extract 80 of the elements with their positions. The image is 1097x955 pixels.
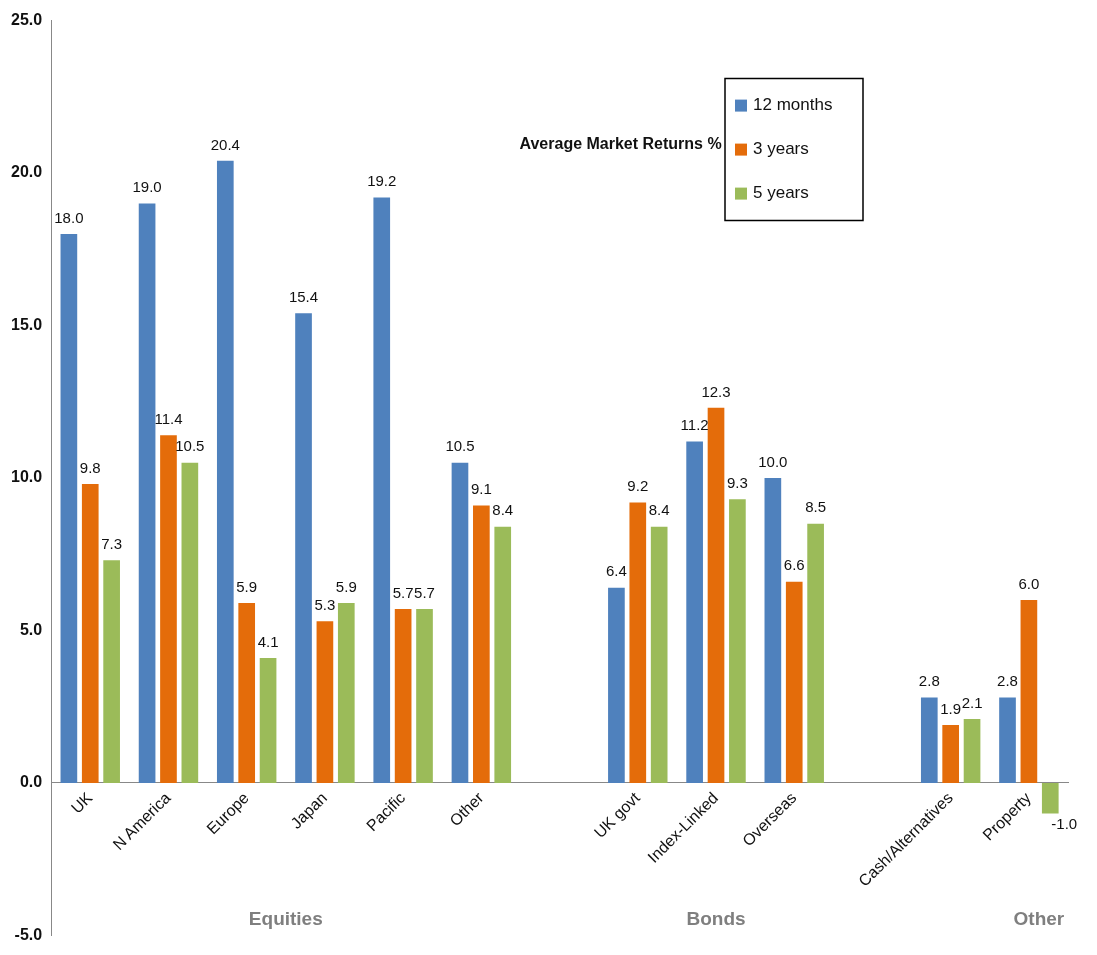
legend-label: 3 years bbox=[753, 139, 809, 159]
bar bbox=[963, 718, 981, 783]
bar bbox=[999, 697, 1016, 783]
data-label: 19.2 bbox=[367, 172, 397, 190]
data-label: 8.4 bbox=[492, 501, 514, 519]
data-label: 6.0 bbox=[1018, 574, 1040, 592]
bar bbox=[764, 478, 782, 783]
data-label: 5.9 bbox=[236, 577, 258, 595]
annotation: Bonds bbox=[686, 908, 746, 930]
data-label: 6.6 bbox=[783, 556, 805, 574]
bar bbox=[473, 505, 490, 783]
bar bbox=[650, 526, 668, 783]
y-tick-label: 20.0 bbox=[11, 163, 43, 181]
data-label: 11.4 bbox=[154, 409, 183, 427]
legend-label: 12 months bbox=[753, 95, 833, 115]
data-label: 2.1 bbox=[961, 693, 983, 711]
x-tick-label: UK bbox=[67, 788, 96, 817]
bar bbox=[181, 462, 199, 783]
bar bbox=[942, 725, 960, 783]
data-label: 10.0 bbox=[758, 452, 788, 470]
bar bbox=[60, 234, 78, 783]
bar bbox=[81, 484, 99, 783]
bar bbox=[494, 526, 512, 783]
bar bbox=[394, 609, 412, 783]
data-label: 20.4 bbox=[210, 135, 240, 153]
bar bbox=[337, 603, 355, 783]
data-label: 5.9 bbox=[335, 577, 357, 595]
bar bbox=[608, 587, 625, 783]
bar bbox=[785, 581, 803, 783]
data-label: 5.7 bbox=[414, 583, 435, 601]
bar bbox=[1041, 782, 1059, 814]
data-label: 6.4 bbox=[605, 562, 627, 580]
y-tick-label: 15.0 bbox=[11, 315, 43, 333]
data-label: 8.4 bbox=[648, 501, 670, 519]
bar bbox=[373, 197, 391, 783]
data-label: 9.1 bbox=[470, 480, 492, 498]
annotation: Equities bbox=[248, 908, 323, 930]
data-label: 1.9 bbox=[940, 699, 962, 717]
data-label: 18.0 bbox=[54, 208, 84, 226]
data-label: 8.5 bbox=[805, 498, 827, 516]
data-label: 9.2 bbox=[627, 477, 649, 495]
bar bbox=[295, 313, 312, 783]
y-tick-label: 5.0 bbox=[19, 620, 43, 638]
data-label: 11.2 bbox=[680, 416, 709, 434]
data-label: 2.8 bbox=[918, 672, 940, 690]
text: Average Market Returns % bbox=[519, 134, 722, 152]
bar bbox=[416, 609, 433, 783]
annotation: Other bbox=[1013, 908, 1065, 930]
bar bbox=[686, 441, 703, 783]
data-label: -1.0 bbox=[1051, 815, 1078, 833]
bar bbox=[1020, 599, 1038, 783]
bar bbox=[729, 499, 746, 783]
y-tick-label: -5.0 bbox=[14, 925, 43, 943]
bar bbox=[238, 603, 256, 783]
y-tick-label: 0.0 bbox=[19, 773, 43, 791]
data-label: 19.0 bbox=[132, 178, 162, 196]
bar bbox=[920, 697, 938, 783]
data-label: 7.3 bbox=[101, 534, 123, 552]
data-label: 5.7 bbox=[392, 583, 414, 601]
y-tick-label: 10.0 bbox=[11, 468, 43, 486]
data-label: 9.8 bbox=[79, 458, 101, 476]
bar bbox=[629, 502, 647, 783]
bar bbox=[160, 435, 177, 783]
bar bbox=[316, 621, 334, 783]
data-label: 5.3 bbox=[314, 595, 336, 613]
bar bbox=[103, 560, 120, 783]
data-label: 9.3 bbox=[726, 473, 748, 491]
data-label: 10.5 bbox=[445, 437, 475, 455]
data-label: 4.1 bbox=[257, 632, 279, 650]
bar bbox=[707, 407, 725, 783]
bar bbox=[259, 657, 277, 783]
bar bbox=[216, 160, 234, 783]
data-label: 15.4 bbox=[288, 287, 319, 305]
data-label: 12.3 bbox=[701, 382, 731, 400]
bar bbox=[451, 462, 469, 783]
legend-label: 5 years bbox=[753, 183, 809, 203]
y-tick-label: 25.0 bbox=[11, 11, 43, 29]
bar bbox=[807, 523, 824, 783]
bar bbox=[138, 203, 156, 783]
data-label: 2.8 bbox=[997, 672, 1018, 690]
